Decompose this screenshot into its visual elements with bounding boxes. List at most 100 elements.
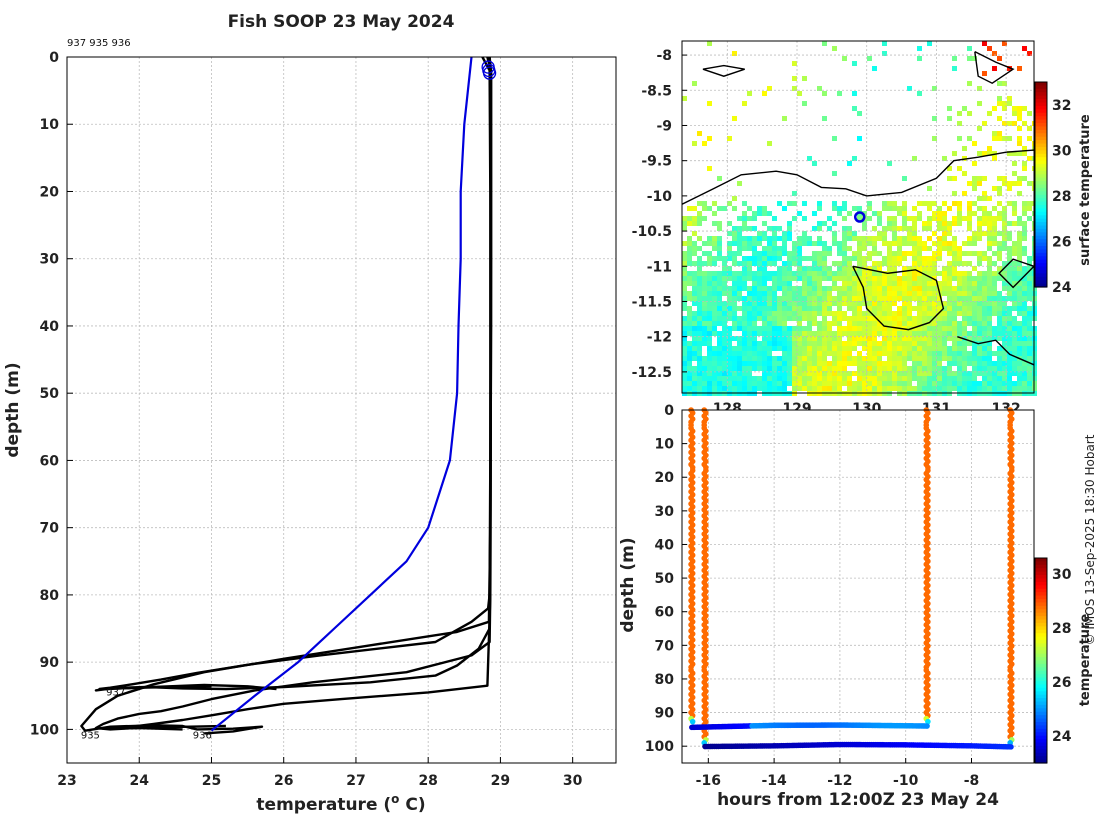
sst-pixel [747, 261, 752, 266]
sst-pixel [982, 316, 987, 321]
sst-pixel [832, 361, 837, 366]
sst-pixel [777, 281, 782, 286]
sst-pixel [782, 271, 787, 276]
sst-pixel [997, 56, 1002, 61]
sst-pixel [1017, 116, 1022, 121]
sst-pixel [817, 376, 822, 381]
sst-pixel [692, 336, 697, 341]
sst-pixel [942, 366, 947, 371]
sst-pixel [1002, 326, 1007, 331]
sst-pixel [787, 361, 792, 366]
sst-pixel [977, 281, 982, 286]
sst-pixel [712, 276, 717, 281]
sst-pixel [977, 316, 982, 321]
sst-pixel [937, 251, 942, 256]
sst-pixel [912, 331, 917, 336]
sst-pixel [787, 251, 792, 256]
sst-pixel [892, 266, 897, 271]
profile-line-profile-c [101, 56, 493, 731]
sst-pixel [982, 331, 987, 336]
sst-pixel [917, 276, 922, 281]
sst-pixel [857, 251, 862, 256]
sst-pixel [692, 321, 697, 326]
sst-pixel [937, 281, 942, 286]
sst-pixel [1002, 366, 1007, 371]
sst-pixel [802, 291, 807, 296]
sst-pixel [742, 241, 747, 246]
sst-pixel [922, 276, 927, 281]
sst-pixel [1002, 281, 1007, 286]
sst-pixel [717, 296, 722, 301]
sst-pixel [692, 221, 697, 226]
scatter-y-tick-label: 50 [655, 571, 675, 587]
sst-pixel [952, 301, 957, 306]
sst-pixel [792, 351, 797, 356]
sst-pixel [757, 376, 762, 381]
sst-pixel [982, 121, 987, 126]
sst-pixel [872, 331, 877, 336]
sst-pixel [692, 371, 697, 376]
sst-pixel [832, 136, 837, 141]
sst-pixel [987, 226, 992, 231]
sst-pixel [872, 241, 877, 246]
sst-pixel [727, 291, 732, 296]
sst-pixel [847, 236, 852, 241]
map-y-tick-label: -10.5 [632, 224, 672, 240]
sst-pixel [1022, 281, 1027, 286]
sst-pixel [787, 326, 792, 331]
sst-pixel [812, 356, 817, 361]
sst-pixel [807, 276, 812, 281]
sst-pixel [832, 236, 837, 241]
sst-pixel [992, 386, 997, 391]
sst-pixel [912, 156, 917, 161]
sst-pixel [977, 311, 982, 316]
sst-pixel [967, 261, 972, 266]
sst-pixel [842, 341, 847, 346]
sst-pixel [812, 251, 817, 256]
sst-pixel [937, 256, 942, 261]
sst-pixel [952, 56, 957, 61]
sst-pixel [707, 291, 712, 296]
sst-pixel [737, 291, 742, 296]
sst-pixel [917, 261, 922, 266]
sst-pixel [827, 276, 832, 281]
sst-pixel [722, 261, 727, 266]
sst-pixel [927, 351, 932, 356]
sst-pixel [692, 276, 697, 281]
sst-pixel [947, 291, 952, 296]
sst-pixel [992, 236, 997, 241]
sst-pixel [897, 241, 902, 246]
sst-pixel [722, 321, 727, 326]
sst-pixel [987, 216, 992, 221]
sst-pixel [832, 366, 837, 371]
sst-pixel [1017, 136, 1022, 141]
scatter-x-tick-label: -10 [893, 773, 919, 789]
sst-pixel [772, 241, 777, 246]
sst-pixel [702, 306, 707, 311]
sst-pixel [962, 301, 967, 306]
sst-pixel [937, 306, 942, 311]
map-colorbar-segment [1035, 252, 1047, 257]
sst-pixel [872, 246, 877, 251]
sst-pixel [932, 261, 937, 266]
sst-pixel [852, 311, 857, 316]
sst-pixel [957, 301, 962, 306]
sst-pixel [837, 346, 842, 351]
sst-pixel [1012, 386, 1017, 391]
sst-pixel [742, 376, 747, 381]
sst-pixel [897, 251, 902, 256]
sst-pixel [707, 251, 712, 256]
sst-pixel [847, 231, 852, 236]
sst-map: 128 129 130 131 132-8-8.5-9-9.5-10-10.5-11-1… [632, 40, 1093, 417]
sst-pixel [767, 301, 772, 306]
sst-pixel [752, 271, 757, 276]
sst-pixel [822, 311, 827, 316]
map-coastlines [681, 50, 1035, 366]
sst-pixel [737, 296, 742, 301]
sst-pixel [837, 336, 842, 341]
sst-pixel [1022, 386, 1027, 391]
sst-pixel [742, 346, 747, 351]
sst-pixel [972, 141, 977, 146]
sst-pixel [997, 176, 1002, 181]
sst-pixel [897, 236, 902, 241]
